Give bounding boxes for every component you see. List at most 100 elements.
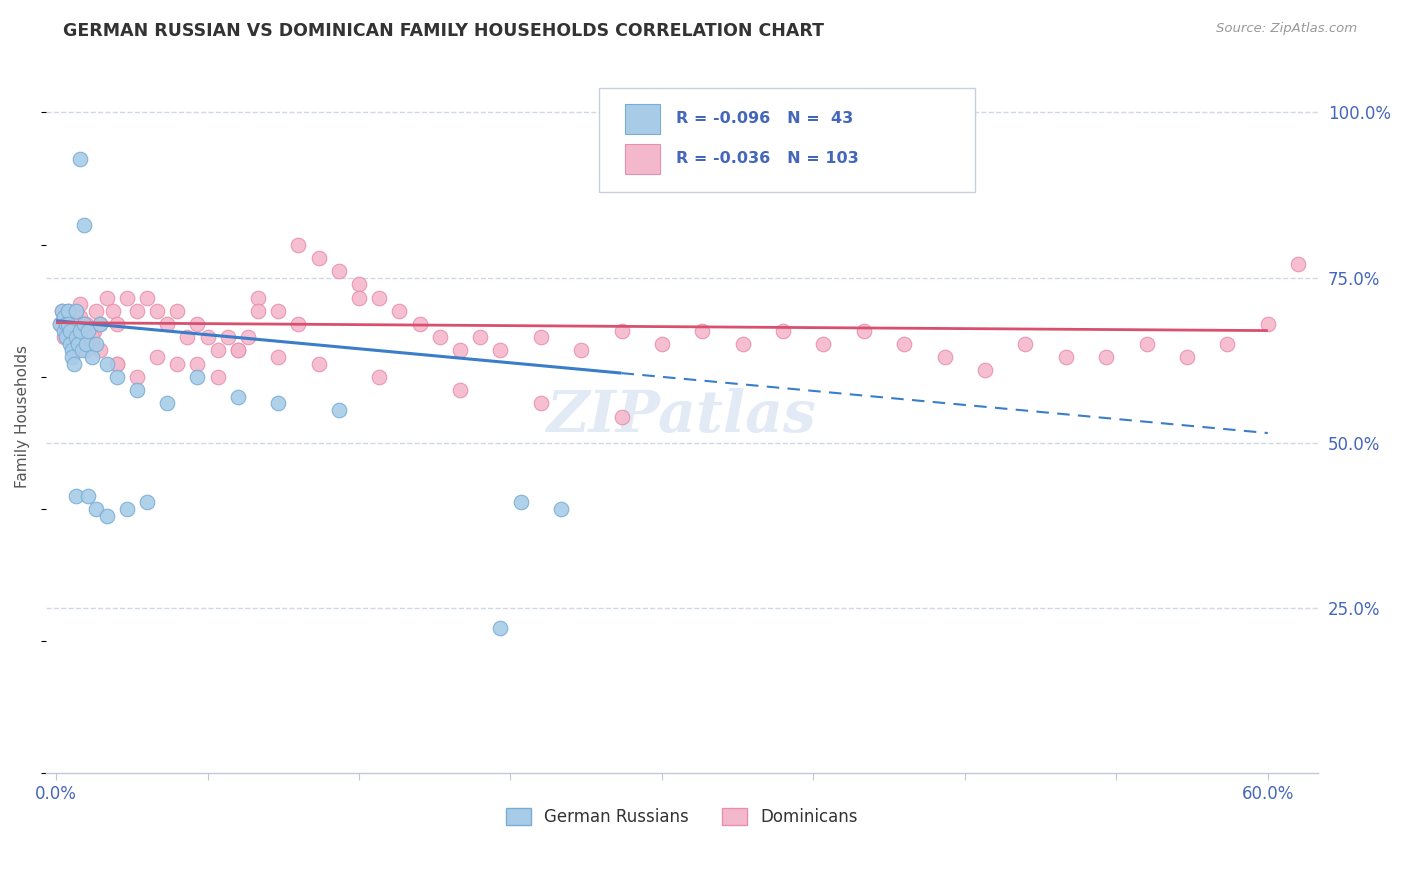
Point xyxy=(60,317,83,331)
Point xyxy=(449,383,471,397)
Point xyxy=(347,277,370,292)
Point xyxy=(65,303,87,318)
Point xyxy=(692,324,714,338)
Point xyxy=(146,303,169,318)
Point xyxy=(59,317,82,331)
Point xyxy=(449,343,471,358)
Point xyxy=(63,330,86,344)
Point xyxy=(569,343,592,358)
Point xyxy=(287,317,309,331)
Point xyxy=(75,317,97,331)
Point xyxy=(65,303,87,318)
Point xyxy=(166,357,188,371)
Point xyxy=(86,502,108,516)
Point xyxy=(73,317,96,331)
Point xyxy=(96,291,118,305)
Point xyxy=(63,357,86,371)
Point xyxy=(267,350,290,364)
Point xyxy=(53,330,76,344)
Point xyxy=(125,303,148,318)
Point xyxy=(226,343,249,358)
Point xyxy=(96,508,118,523)
Point xyxy=(77,336,100,351)
Point xyxy=(509,495,531,509)
Point xyxy=(236,330,259,344)
Point xyxy=(105,369,128,384)
Point xyxy=(73,330,96,344)
Point xyxy=(136,495,159,509)
Point xyxy=(86,303,108,318)
Point xyxy=(89,343,111,358)
Point xyxy=(105,357,128,371)
Point xyxy=(1257,317,1279,331)
Point xyxy=(610,409,633,424)
Point xyxy=(852,324,875,338)
Point xyxy=(89,317,111,331)
Point xyxy=(470,330,492,344)
Point xyxy=(77,489,100,503)
Point xyxy=(731,336,754,351)
Point xyxy=(610,324,633,338)
Point xyxy=(55,317,77,331)
Point xyxy=(55,330,77,344)
Point xyxy=(186,369,208,384)
Point xyxy=(73,218,96,232)
Point xyxy=(75,343,97,358)
Point xyxy=(934,350,956,364)
Point xyxy=(308,251,330,265)
Point xyxy=(82,350,104,364)
Point xyxy=(49,317,72,331)
Point xyxy=(197,330,219,344)
Point xyxy=(1014,336,1036,351)
Point xyxy=(69,152,91,166)
Y-axis label: Family Households: Family Households xyxy=(15,345,30,488)
Point xyxy=(207,369,229,384)
Point xyxy=(125,369,148,384)
Point xyxy=(86,336,108,351)
FancyBboxPatch shape xyxy=(599,88,974,192)
Point xyxy=(974,363,997,377)
Point xyxy=(1136,336,1159,351)
Point xyxy=(53,310,76,325)
Point xyxy=(530,396,553,410)
Point xyxy=(72,330,94,344)
Point xyxy=(247,303,270,318)
Point xyxy=(65,317,87,331)
Text: Source: ZipAtlas.com: Source: ZipAtlas.com xyxy=(1216,22,1357,36)
Point xyxy=(51,317,73,331)
Point xyxy=(1286,258,1309,272)
Point xyxy=(56,324,79,338)
Point xyxy=(105,357,128,371)
Point xyxy=(60,343,83,358)
Point xyxy=(217,330,239,344)
Point xyxy=(166,303,188,318)
Text: R = -0.036   N = 103: R = -0.036 N = 103 xyxy=(676,152,859,166)
Point xyxy=(55,317,77,331)
Point xyxy=(772,324,794,338)
Point xyxy=(69,297,91,311)
Point xyxy=(489,343,512,358)
Text: GERMAN RUSSIAN VS DOMINICAN FAMILY HOUSEHOLDS CORRELATION CHART: GERMAN RUSSIAN VS DOMINICAN FAMILY HOUSE… xyxy=(63,22,824,40)
Point xyxy=(101,303,124,318)
Point xyxy=(651,336,673,351)
Point xyxy=(287,237,309,252)
Point xyxy=(388,303,411,318)
Point xyxy=(77,324,100,338)
Point xyxy=(308,357,330,371)
Point xyxy=(368,369,391,384)
Point xyxy=(49,317,72,331)
Point xyxy=(226,390,249,404)
Point xyxy=(1095,350,1118,364)
Point xyxy=(55,330,77,344)
Point xyxy=(105,317,128,331)
Point xyxy=(65,489,87,503)
Bar xyxy=(624,103,661,134)
Point xyxy=(146,350,169,364)
Point xyxy=(328,264,350,278)
Point xyxy=(1054,350,1077,364)
Point xyxy=(125,383,148,397)
Point xyxy=(136,291,159,305)
Point xyxy=(893,336,915,351)
Point xyxy=(72,317,94,331)
Point xyxy=(75,336,97,351)
